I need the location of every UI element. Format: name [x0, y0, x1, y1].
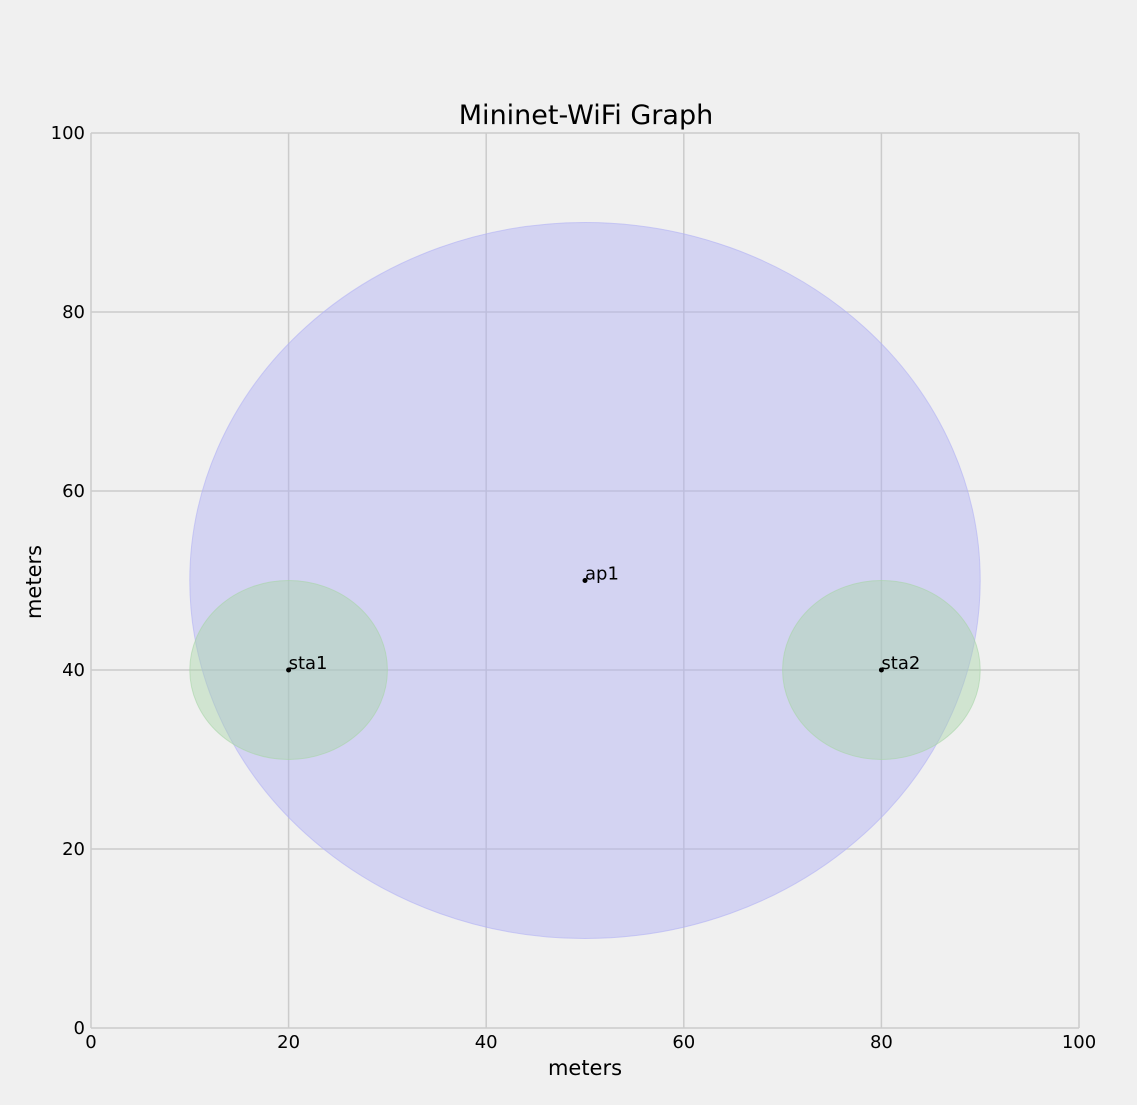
x-tick-label: 80 — [870, 1032, 893, 1053]
x-tick-label: 40 — [475, 1032, 498, 1053]
y-tick-label: 60 — [62, 481, 85, 502]
y-tick-label: 100 — [51, 123, 85, 144]
node-label-sta2: sta2 — [881, 653, 920, 674]
tick-labels: 0 20 40 60 80 100 0 20 40 60 80 100 — [51, 123, 1097, 1053]
x-tick-label: 20 — [277, 1032, 300, 1053]
node-label-ap1: ap1 — [585, 564, 619, 585]
nodes: ap1 sta1 sta2 — [286, 564, 920, 674]
node-label-sta1: sta1 — [289, 653, 328, 674]
x-tick-label: 0 — [85, 1032, 96, 1053]
x-axis-label: meters — [548, 1056, 622, 1080]
node-marker-sta2 — [878, 667, 884, 673]
x-tick-label: 100 — [1062, 1032, 1096, 1053]
node-marker-ap1 — [582, 578, 588, 583]
x-tick-label: 60 — [672, 1032, 695, 1053]
y-tick-label: 40 — [62, 660, 85, 681]
y-axis-label: meters — [22, 545, 46, 619]
node-marker-sta1 — [286, 667, 292, 673]
y-tick-label: 20 — [62, 839, 85, 860]
y-tick-label: 80 — [62, 302, 85, 323]
chart-title: Mininet-WiFi Graph — [459, 100, 713, 131]
y-tick-label: 0 — [74, 1018, 85, 1039]
